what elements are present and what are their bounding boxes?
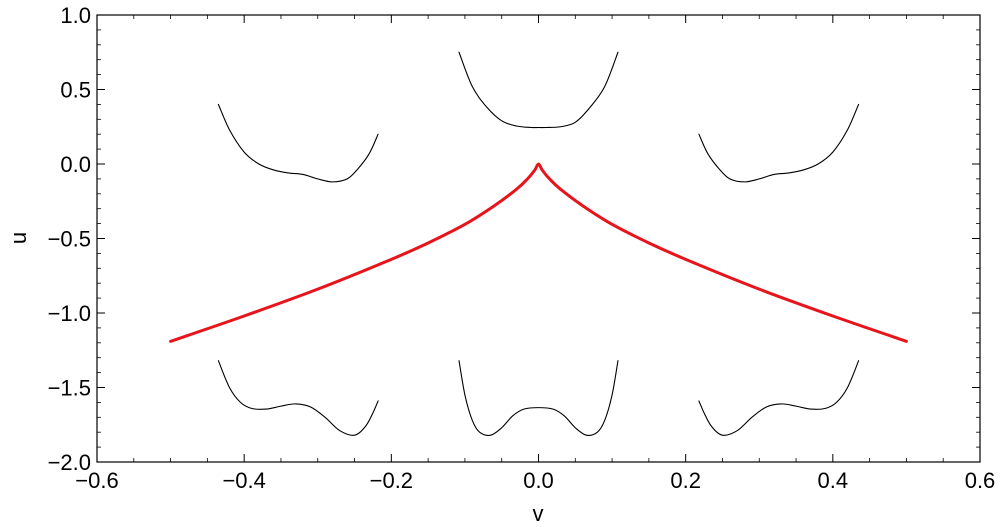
ticks (96, 14, 981, 463)
y-tick-label: −0.5 (48, 227, 91, 252)
y-tick-label: −1.5 (48, 376, 91, 401)
x-tick-label: 0.0 (523, 468, 554, 493)
x-tick-label: 0.4 (818, 468, 849, 493)
series-line-inset-4 (217, 360, 379, 436)
series-line-inset-6 (698, 360, 860, 436)
x-axis-label: v (533, 501, 544, 526)
series-line-inset-1 (217, 103, 379, 183)
series-line-inset-2 (458, 51, 619, 129)
y-tick-label: −2.0 (48, 450, 91, 475)
y-axis-label: u (6, 232, 31, 244)
y-tick-label: 0.5 (60, 78, 91, 103)
x-tick-label: −0.2 (370, 468, 413, 493)
series-line-inset-3 (698, 103, 860, 183)
series-layer (169, 51, 908, 436)
plot-frame (96, 14, 981, 463)
tick-labels: −0.6 −0.4 −0.2 0.0 0.2 0.4 0.6 −2.0 −1.5 −1.0 −0.5… (48, 3, 996, 493)
series-line-inset-5 (458, 360, 619, 436)
x-tick-label: 0.2 (670, 468, 701, 493)
y-tick-label: −1.0 (48, 301, 91, 326)
y-tick-label: 1.0 (60, 3, 91, 28)
series-line-main (169, 162, 908, 343)
x-tick-label: −0.6 (75, 468, 118, 493)
y-tick-label: 0.0 (60, 152, 91, 177)
x-tick-label: 0.6 (965, 468, 996, 493)
x-tick-label: −0.4 (222, 468, 265, 493)
